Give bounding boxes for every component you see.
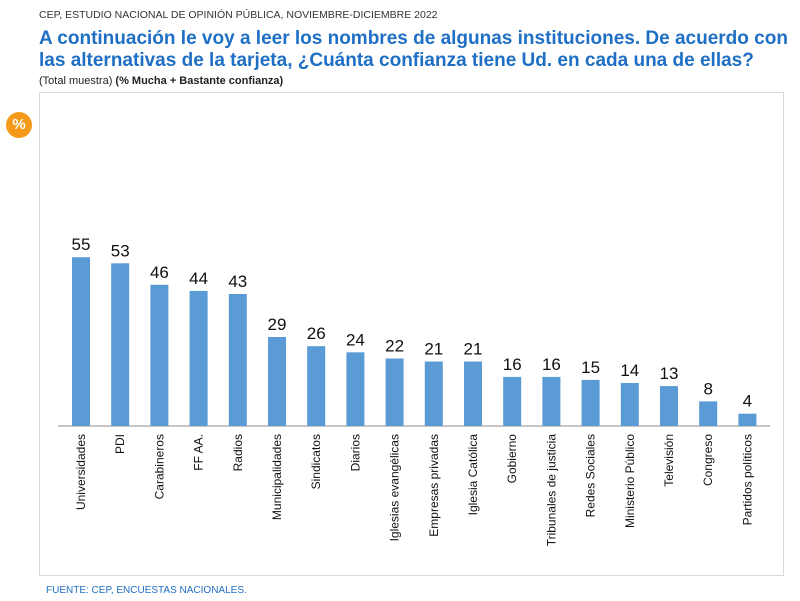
bar-1: [111, 263, 130, 426]
data-label-4: 43: [228, 272, 247, 291]
bar-6: [307, 346, 326, 426]
bar-11: [503, 376, 522, 426]
category-label-14: Ministerio Público: [623, 434, 637, 528]
data-label-11: 16: [503, 355, 522, 374]
category-label-12: Tribunales de justicia: [544, 434, 558, 547]
bar-chart: 55 Universidades 53 PDI 46 Carabineros 44 FF AA…: [58, 235, 770, 547]
category-label-15: Televisión: [662, 434, 676, 487]
bar-9: [424, 361, 443, 426]
category-label-2: Carabineros: [152, 434, 166, 499]
footer-source: FUENTE: CEP, ENCUESTAS NACIONALES.: [46, 585, 247, 596]
data-label-16: 8: [703, 379, 712, 398]
bar-17: [738, 413, 757, 426]
data-label-13: 15: [581, 358, 600, 377]
bar-10: [464, 361, 482, 426]
data-label-17: 4: [743, 392, 752, 411]
data-label-14: 14: [620, 361, 639, 380]
category-label-3: FF AA.: [192, 434, 206, 471]
percent-badge-icon: %: [6, 112, 32, 138]
bar-13: [581, 379, 600, 426]
data-label-1: 53: [111, 241, 130, 260]
category-label-0: Universidades: [74, 434, 88, 510]
category-label-5: Municipalidades: [270, 434, 284, 520]
data-label-3: 44: [189, 269, 208, 288]
data-label-15: 13: [660, 364, 679, 383]
data-label-0: 55: [72, 235, 91, 254]
data-label-10: 21: [464, 340, 483, 359]
category-label-16: Congreso: [701, 434, 715, 486]
subtitle-bold: (% Mucha + Bastante confianza): [115, 75, 284, 87]
subtitle-prefix: (Total muestra): [39, 75, 113, 87]
category-label-13: Redes Sociales: [584, 434, 598, 517]
bar-16: [699, 401, 718, 426]
bar-8: [385, 358, 404, 426]
chart-area: 55 Universidades 53 PDI 46 Carabineros 44 FF AA…: [39, 92, 784, 576]
category-label-4: Radios: [231, 434, 245, 471]
bar-3: [189, 290, 208, 426]
category-label-7: Diarios: [348, 434, 362, 471]
bar-15: [660, 386, 678, 426]
data-label-2: 46: [150, 263, 169, 282]
category-label-11: Gobierno: [505, 434, 519, 484]
data-label-12: 16: [542, 355, 561, 374]
bar-2: [150, 284, 169, 426]
data-label-8: 22: [385, 337, 404, 356]
bar-12: [542, 376, 561, 426]
category-label-9: Empresas privadas: [427, 434, 441, 537]
category-label-17: Partidos políticos: [740, 434, 754, 525]
data-label-6: 26: [307, 324, 326, 343]
data-label-9: 21: [424, 340, 443, 359]
source-line: CEP, ESTUDIO NACIONAL DE OPINIÓN PÚBLICA…: [39, 9, 438, 21]
category-label-1: PDI: [113, 434, 127, 454]
bar-14: [620, 383, 639, 426]
chart-title: A continuación le voy a leer los nombres…: [39, 28, 788, 71]
chart-subtitle: (Total muestra) (% Mucha + Bastante conf…: [39, 75, 283, 87]
bar-0: [72, 257, 90, 426]
category-label-8: Iglesias evangélicas: [388, 434, 402, 541]
bar-4: [228, 294, 247, 426]
bar-7: [346, 352, 365, 426]
category-label-6: Sindicatos: [309, 434, 323, 489]
data-label-7: 24: [346, 330, 365, 349]
data-label-5: 29: [268, 315, 287, 334]
bar-5: [268, 337, 286, 426]
category-label-10: Iglesia Católica: [466, 434, 480, 516]
